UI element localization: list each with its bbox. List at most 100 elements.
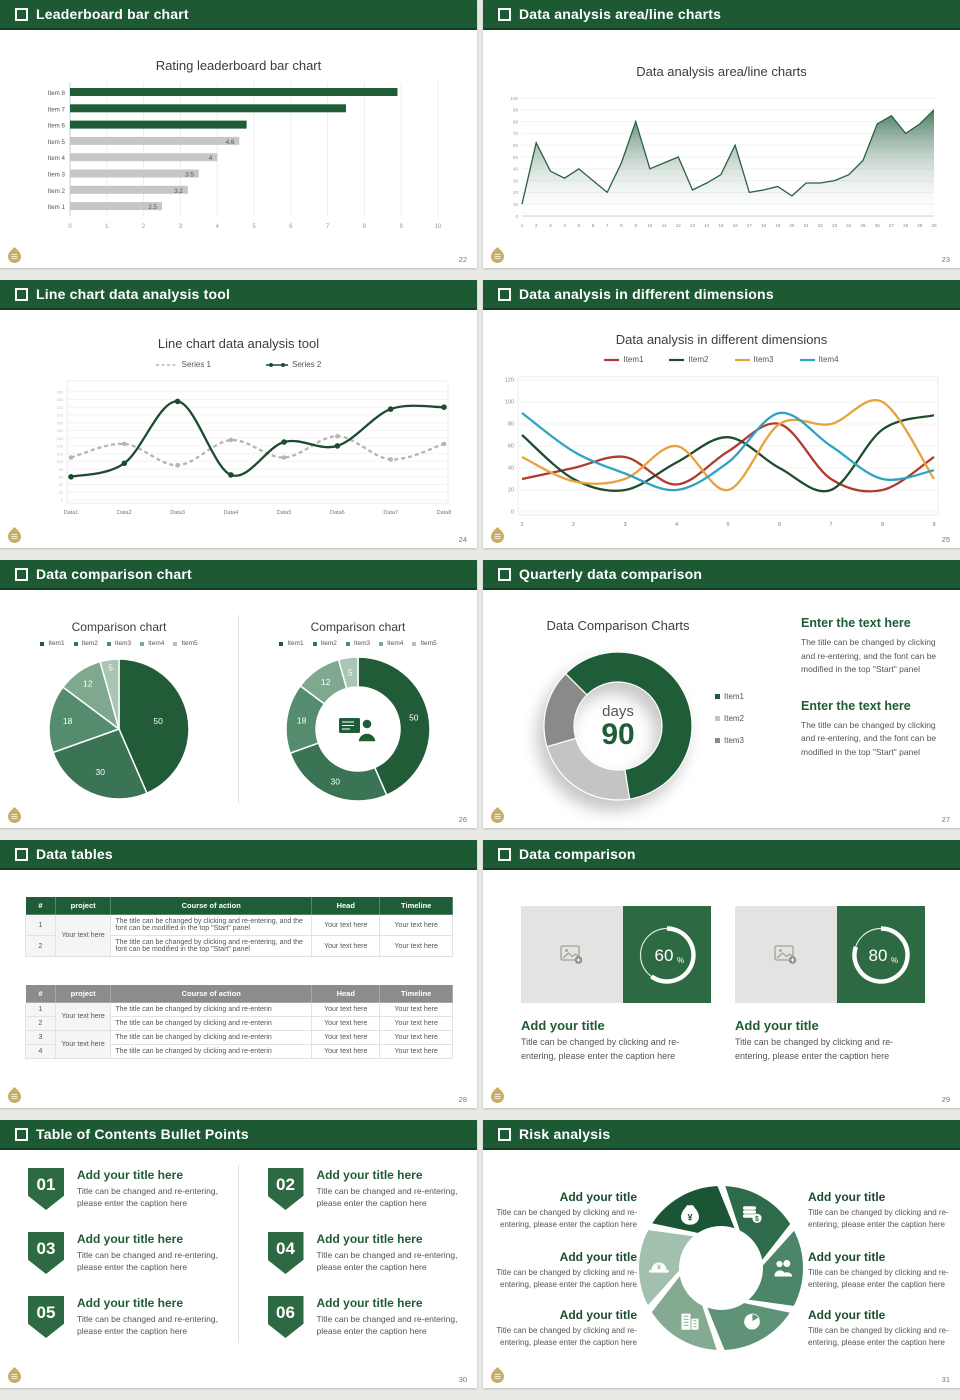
column-header: Timeline [379, 984, 453, 1003]
legend-item: Item5 [173, 640, 198, 647]
svg-text:60: 60 [59, 475, 64, 480]
slide-header: Data comparison [483, 840, 960, 870]
svg-text:Item 6: Item 6 [48, 123, 66, 130]
checkbox-square-icon [15, 1127, 28, 1141]
column-header: Head [311, 984, 381, 1003]
svg-text:5: 5 [252, 224, 256, 230]
svg-text:1: 1 [105, 224, 109, 230]
image-placeholder [521, 906, 623, 1003]
svg-text:4: 4 [216, 224, 220, 230]
svg-text:70: 70 [513, 131, 519, 136]
svg-text:7: 7 [326, 224, 330, 230]
logo-icon [491, 247, 504, 263]
svg-text:280: 280 [57, 389, 64, 394]
logo-icon [8, 1367, 21, 1383]
slide-header-title: Data comparison [519, 846, 636, 862]
svg-text:0: 0 [61, 498, 64, 503]
block-caption: Title can be changed by clicking and re-… [808, 1326, 949, 1347]
pinwheel-diagram: ¥ $ ¥ [633, 1180, 809, 1361]
svg-text:3.5: 3.5 [185, 172, 194, 179]
svg-text:9: 9 [932, 522, 935, 528]
toc-number-badge: 01 [28, 1168, 64, 1210]
toc-item: 01 Add your title here Title can be change… [28, 1168, 224, 1210]
slide-header: Risk analysis [483, 1120, 960, 1150]
legend-item: Item2 [312, 640, 337, 647]
table-row: 1 Your text here The title can be changed … [25, 914, 453, 957]
slide-line-chart-tool[interactable]: Line chart data analysis tool Line chart… [0, 280, 477, 548]
svg-text:29: 29 [917, 223, 923, 228]
slide-quarterly-comparison[interactable]: Quarterly data comparison Data Compariso… [483, 560, 960, 828]
slide-risk-analysis[interactable]: Risk analysis ¥ $ ¥ Add your title Title ca… [483, 1120, 960, 1388]
svg-text:2: 2 [535, 223, 538, 228]
block-title: Add your title [559, 1308, 637, 1322]
slide-leaderboard-bar-chart[interactable]: Leaderboard bar chart Rating leaderboard… [0, 0, 477, 268]
people-icon [774, 1260, 792, 1277]
legend-item: Item3 [345, 640, 370, 647]
toc-caption: Title can be changed and re-entering, pl… [77, 1250, 218, 1273]
progress-ring: 60% [639, 925, 696, 984]
toc-title: Add your title here [77, 1296, 184, 1310]
svg-text:30: 30 [931, 223, 937, 228]
svg-text:12: 12 [676, 223, 682, 228]
logo-icon [491, 527, 504, 543]
svg-text:Data3: Data3 [170, 510, 185, 516]
svg-text:5: 5 [726, 522, 729, 528]
column-header: Timeline [379, 896, 453, 915]
slide-data-tables[interactable]: Data tables # project Course of action Head… [0, 840, 477, 1108]
risk-text-block: Add your title Title can be changed by cl… [808, 1190, 958, 1230]
slide-header: Data comparison chart [0, 560, 477, 590]
logo-icon [491, 1087, 504, 1103]
logo-icon [8, 807, 21, 823]
chart-title: Comparison chart [310, 620, 406, 634]
chart-title: Data analysis in different dimensions [615, 332, 828, 347]
slide-table-of-contents[interactable]: Table of Contents Bullet Points 01 Add yo… [0, 1120, 477, 1388]
column-header: project [54, 984, 112, 1003]
toc-number-badge: 06 [267, 1296, 304, 1338]
svg-text:3: 3 [179, 224, 183, 230]
svg-text:120: 120 [57, 451, 64, 456]
checkbox-square-icon [15, 7, 28, 21]
svg-text:260: 260 [57, 397, 64, 402]
svg-text:Data8: Data8 [437, 510, 452, 516]
divider [238, 1165, 239, 1343]
risk-text-block: Add your title Title can be changed by cl… [487, 1190, 637, 1230]
data-table-gray: # project Course of action Head Timeline 1 You… [25, 984, 453, 1059]
svg-text:10: 10 [647, 223, 653, 228]
svg-text:200: 200 [57, 420, 64, 425]
svg-text:¥: ¥ [657, 1263, 662, 1272]
pie-panel-left: Comparison chart Item1 Item2 Item3 Item4 Ite… [0, 590, 238, 828]
table-row: 2 The title can be changed by clicking an… [25, 935, 453, 957]
svg-text:28: 28 [903, 223, 909, 228]
column-header: # [25, 984, 56, 1003]
svg-text:14: 14 [704, 223, 710, 228]
slide-multi-line-chart[interactable]: Data analysis in different dimensions Da… [483, 280, 960, 548]
risk-text-block: Add your title Title can be changed by cl… [808, 1250, 958, 1290]
risk-text-block: Add your title Title can be changed by cl… [487, 1308, 637, 1348]
svg-text:12: 12 [83, 679, 93, 689]
toc-caption: Title can be changed and re-entering, pl… [316, 1314, 458, 1337]
slide-header: Data tables [0, 840, 477, 870]
svg-text:24: 24 [846, 223, 852, 228]
table-row: 4 The title can be changed by clicking an… [25, 1044, 453, 1059]
svg-text:20: 20 [508, 488, 514, 494]
slide-progress-comparison[interactable]: Data comparison 60% Add your title Title… [483, 840, 960, 1108]
page-number: 29 [941, 1095, 950, 1104]
toc-title: Add your title here [77, 1168, 184, 1182]
legend-item: Series 2 [266, 360, 321, 369]
slide-header-title: Table of Contents Bullet Points [36, 1126, 249, 1142]
block-title: Add your title [808, 1308, 886, 1322]
slide-area-line-charts[interactable]: Data analysis area/line charts Data anal… [483, 0, 960, 268]
svg-text:26: 26 [875, 223, 881, 228]
svg-text:90: 90 [513, 108, 519, 113]
column-header: Head [311, 896, 381, 915]
progress-ring: 80% [852, 925, 910, 984]
image-placeholder [735, 906, 837, 1003]
toc-title: Add your title here [316, 1296, 423, 1310]
page-number: 22 [458, 255, 467, 264]
card-title: Add your title [735, 1018, 819, 1033]
page-number: 31 [941, 1375, 950, 1384]
slide-data-comparison-pies[interactable]: Data comparison chart Comparison chart I… [0, 560, 477, 828]
svg-text:140: 140 [57, 444, 64, 449]
svg-text:20: 20 [513, 190, 519, 195]
svg-text:%: % [891, 956, 898, 965]
